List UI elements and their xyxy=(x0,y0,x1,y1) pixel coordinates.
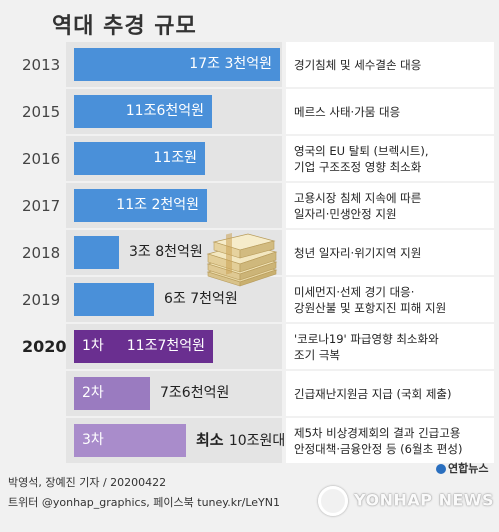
value-label: 3조 8천억원 xyxy=(129,236,203,269)
footer-social: 트위터 @yonhap_graphics, 페이스북 tuney.kr/LeYN… xyxy=(8,496,280,509)
description-box: 메르스 사태·가뭄 대응 xyxy=(286,89,494,134)
chart-row: 2차 7조6천억원 긴급재난지원금 지급 (국회 제출) xyxy=(0,371,499,417)
description-box: '코로나19' 파급영향 최소화와 조기 극복 xyxy=(286,324,494,369)
yonhap-logo-text: 연합뉴스 xyxy=(448,462,489,475)
bar xyxy=(74,189,207,222)
description-line: 기업 구조조정 영향 최소화 xyxy=(294,159,422,174)
description-box: 영국의 EU 탈퇴 (브렉시트), 기업 구조조정 영향 최소화 xyxy=(286,136,494,181)
description-line: 조기 극복 xyxy=(294,347,340,362)
description-line: 메르스 사태·가뭄 대응 xyxy=(294,104,401,119)
description-line: '코로나19' 파급영향 최소화와 xyxy=(294,331,439,346)
description-box: 고용시장 침체 지속에 따른 일자리·민생안정 지원 xyxy=(286,183,494,228)
value-label: 17조 3천억원 xyxy=(189,56,272,72)
value-text: 3조 8천억원 xyxy=(129,244,203,260)
chart-row: 3차 최소 10조원대 제5차 비상경제회의 결과 긴급고용 안정대책·금융안정 등 … xyxy=(0,418,499,464)
value-label: 11조6천억원 xyxy=(125,103,204,119)
value-label: 11조7천억원 xyxy=(126,338,205,354)
description-line: 고용시장 침체 지속에 따른 xyxy=(294,190,422,205)
value-prefix: 최소 xyxy=(196,431,229,449)
bar xyxy=(74,142,205,175)
year-label: 2019 xyxy=(22,291,61,309)
year-label: 2013 xyxy=(22,56,61,74)
chart-row: 2020 1차 11조7천억원 '코로나19' 파급영향 최소화와 조기 극복 xyxy=(0,324,499,370)
year-label: 2020 xyxy=(22,337,67,356)
watermark-circle-icon xyxy=(318,486,348,516)
value-text: 7조6천억원 xyxy=(160,385,230,401)
page-title: 역대 추경 규모 xyxy=(52,14,197,39)
bar xyxy=(74,330,213,363)
watermark-text: YONHAP NEWS xyxy=(354,490,495,510)
year-label: 2016 xyxy=(22,150,61,168)
value-label: 최소 10조원대 xyxy=(196,424,285,457)
description-box: 제5차 비상경제회의 결과 긴급고용 안정대책·금융안정 등 (6월초 편성) xyxy=(286,418,494,463)
bar xyxy=(74,236,119,269)
yonhap-logo-icon xyxy=(436,464,446,474)
description-line: 강원산불 및 포항지진 피해 지원 xyxy=(294,300,447,315)
footer-credit: 박영석, 장예진 기자 / 20200422 xyxy=(8,476,167,489)
year-label: 2018 xyxy=(22,244,61,262)
value-text: 6조 7천억원 xyxy=(164,291,238,307)
description-line: 미세먼지·선제 경기 대응· xyxy=(294,284,415,299)
bar xyxy=(74,283,154,316)
description-line: 영국의 EU 탈퇴 (브렉시트), xyxy=(294,143,429,158)
bar xyxy=(74,377,150,410)
chart-row: 2017 11조 2천억원 고용시장 침체 지속에 따른 일자리·민생안정 지원 xyxy=(0,183,499,229)
description-line: 청년 일자리·위기지역 지원 xyxy=(294,245,422,260)
description-box: 미세먼지·선제 경기 대응· 강원산불 및 포항지진 피해 지원 xyxy=(286,277,494,322)
bar xyxy=(74,95,212,128)
description-box: 긴급재난지원금 지급 (국회 제출) xyxy=(286,371,494,416)
description-line: 제5차 비상경제회의 결과 긴급고용 xyxy=(294,425,461,440)
value-label: 11조 2천억원 xyxy=(116,197,199,213)
description-line: 경기침체 및 세수결손 대응 xyxy=(294,57,422,72)
year-label: 2017 xyxy=(22,197,61,215)
description-box: 청년 일자리·위기지역 지원 xyxy=(286,230,494,275)
chart-row: 2013 17조 3천억원 경기침체 및 세수결손 대응 xyxy=(0,42,499,88)
round-tag: 1차 xyxy=(82,338,104,354)
bar xyxy=(74,424,186,457)
description-line: 긴급재난지원금 지급 (국회 제출) xyxy=(294,386,452,401)
chart-row: 2019 6조 7천억원 미세먼지·선제 경기 대응· 강원산불 및 포항지진 피해 … xyxy=(0,277,499,323)
chart-row: 2015 11조6천억원 메르스 사태·가뭄 대응 xyxy=(0,89,499,135)
round-tag: 3차 xyxy=(82,432,104,448)
year-label: 2015 xyxy=(22,103,61,121)
value-label: 6조 7천억원 xyxy=(164,283,238,316)
description-box: 경기침체 및 세수결손 대응 xyxy=(286,42,494,87)
money-stack-icon xyxy=(206,233,278,287)
description-line: 일자리·민생안정 지원 xyxy=(294,206,397,221)
value-label: 7조6천억원 xyxy=(160,377,229,410)
bar xyxy=(74,48,280,81)
description-line: 안정대책·금융안정 등 (6월초 편성) xyxy=(294,441,463,456)
value-label: 11조원 xyxy=(153,150,197,166)
yonhap-logo-small: 연합뉴스 xyxy=(436,460,488,476)
round-tag: 2차 xyxy=(82,385,104,401)
yonhap-watermark: YONHAP NEWS xyxy=(318,486,494,516)
chart-row: 2016 11조원 영국의 EU 탈퇴 (브렉시트), 기업 구조조정 영향 최소화 xyxy=(0,136,499,182)
value-text: 10조원대 xyxy=(228,433,286,449)
